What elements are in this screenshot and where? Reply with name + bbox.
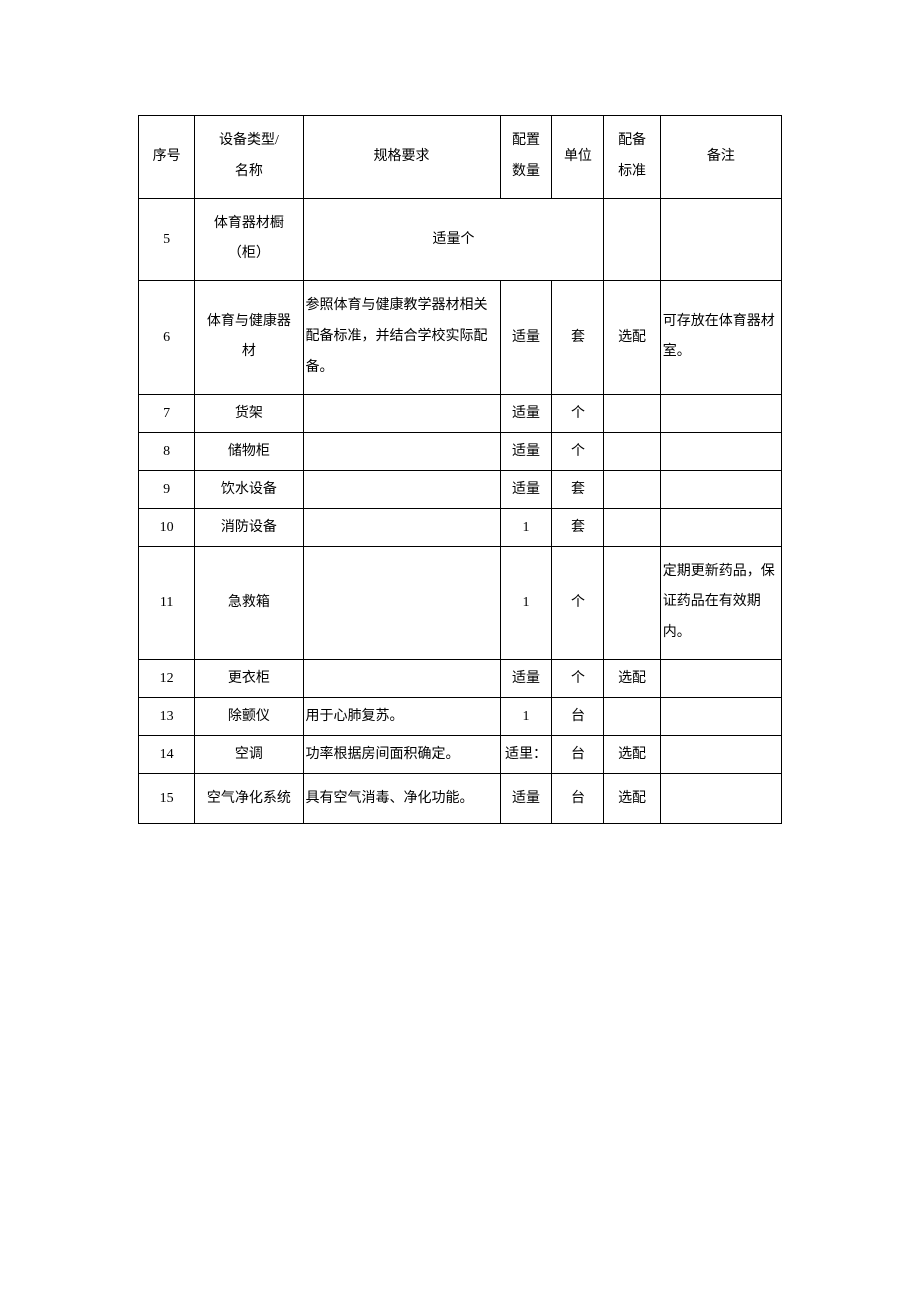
cell-qty: 适量 bbox=[500, 773, 552, 823]
cell-std bbox=[604, 470, 660, 508]
cell-qty: 适里： bbox=[500, 735, 552, 773]
cell-unit: 个 bbox=[552, 394, 604, 432]
table-row: 11 急救箱 1 个 定期更新药品，保证药品在有效期内。 bbox=[139, 546, 782, 659]
cell-unit: 个 bbox=[552, 546, 604, 659]
cell-unit: 台 bbox=[552, 735, 604, 773]
cell-std bbox=[604, 198, 660, 281]
cell-spec bbox=[303, 432, 500, 470]
cell-std: 选配 bbox=[604, 281, 660, 394]
cell-note bbox=[660, 432, 781, 470]
cell-note bbox=[660, 697, 781, 735]
cell-note bbox=[660, 735, 781, 773]
cell-name: 体育与健康器材 bbox=[195, 281, 303, 394]
cell-qty: 1 bbox=[500, 697, 552, 735]
cell-unit: 套 bbox=[552, 281, 604, 394]
cell-seq: 12 bbox=[139, 659, 195, 697]
table-row: 14 空调 功率根据房间面积确定。 适里： 台 选配 bbox=[139, 735, 782, 773]
cell-note bbox=[660, 659, 781, 697]
table-row: 13 除颤仪 用于心肺复苏。 1 台 bbox=[139, 697, 782, 735]
cell-note bbox=[660, 394, 781, 432]
table-row: 9 饮水设备 适量 套 bbox=[139, 470, 782, 508]
cell-spec: 功率根据房间面积确定。 bbox=[303, 735, 500, 773]
cell-name: 储物柜 bbox=[195, 432, 303, 470]
cell-std bbox=[604, 508, 660, 546]
header-seq: 序号 bbox=[139, 116, 195, 199]
cell-spec bbox=[303, 470, 500, 508]
cell-note bbox=[660, 773, 781, 823]
table-row: 12 更衣柜 适量 个 选配 bbox=[139, 659, 782, 697]
cell-std: 选配 bbox=[604, 773, 660, 823]
cell-qty: 适量 bbox=[500, 432, 552, 470]
cell-seq: 6 bbox=[139, 281, 195, 394]
cell-name: 空调 bbox=[195, 735, 303, 773]
table-row: 5 体育器材橱（柜） 适量个 bbox=[139, 198, 782, 281]
cell-note bbox=[660, 470, 781, 508]
cell-name: 空气净化系统 bbox=[195, 773, 303, 823]
cell-seq: 8 bbox=[139, 432, 195, 470]
cell-std bbox=[604, 697, 660, 735]
table-row: 8 储物柜 适量 个 bbox=[139, 432, 782, 470]
cell-qty: 适量 bbox=[500, 281, 552, 394]
cell-name: 除颤仪 bbox=[195, 697, 303, 735]
cell-qty: 1 bbox=[500, 546, 552, 659]
cell-std: 选配 bbox=[604, 735, 660, 773]
cell-seq: 5 bbox=[139, 198, 195, 281]
cell-seq: 14 bbox=[139, 735, 195, 773]
header-note: 备注 bbox=[660, 116, 781, 199]
cell-unit: 个 bbox=[552, 659, 604, 697]
cell-spec bbox=[303, 508, 500, 546]
cell-spec: 具有空气消毒、净化功能。 bbox=[303, 773, 500, 823]
equipment-table: 序号 设备类型/名称 规格要求 配置数量 单位 配备标准 备注 5 体育器材橱（… bbox=[138, 115, 782, 824]
cell-spec bbox=[303, 546, 500, 659]
document-page: 序号 设备类型/名称 规格要求 配置数量 单位 配备标准 备注 5 体育器材橱（… bbox=[0, 0, 920, 824]
cell-seq: 13 bbox=[139, 697, 195, 735]
header-spec: 规格要求 bbox=[303, 116, 500, 199]
cell-note: 定期更新药品，保证药品在有效期内。 bbox=[660, 546, 781, 659]
cell-std: 选配 bbox=[604, 659, 660, 697]
table-row: 6 体育与健康器材 参照体育与健康教学器材相关配备标准，并结合学校实际配备。 适… bbox=[139, 281, 782, 394]
table-row: 10 消防设备 1 套 bbox=[139, 508, 782, 546]
cell-name: 急救箱 bbox=[195, 546, 303, 659]
cell-spec: 参照体育与健康教学器材相关配备标准，并结合学校实际配备。 bbox=[303, 281, 500, 394]
table-row: 7 货架 适量 个 bbox=[139, 394, 782, 432]
cell-qty: 1 bbox=[500, 508, 552, 546]
cell-name: 体育器材橱（柜） bbox=[195, 198, 303, 281]
header-std: 配备标准 bbox=[604, 116, 660, 199]
cell-note bbox=[660, 198, 781, 281]
cell-note: 可存放在体育器材室。 bbox=[660, 281, 781, 394]
table-row: 15 空气净化系统 具有空气消毒、净化功能。 适量 台 选配 bbox=[139, 773, 782, 823]
cell-spec bbox=[303, 394, 500, 432]
cell-name: 货架 bbox=[195, 394, 303, 432]
header-qty: 配置数量 bbox=[500, 116, 552, 199]
cell-seq: 10 bbox=[139, 508, 195, 546]
cell-seq: 15 bbox=[139, 773, 195, 823]
cell-qty: 适量 bbox=[500, 394, 552, 432]
cell-qty: 适量 bbox=[500, 470, 552, 508]
header-name: 设备类型/名称 bbox=[195, 116, 303, 199]
cell-std bbox=[604, 394, 660, 432]
cell-name: 更衣柜 bbox=[195, 659, 303, 697]
cell-name: 消防设备 bbox=[195, 508, 303, 546]
cell-unit: 台 bbox=[552, 697, 604, 735]
cell-unit: 个 bbox=[552, 432, 604, 470]
cell-spec: 用于心肺复苏。 bbox=[303, 697, 500, 735]
cell-seq: 7 bbox=[139, 394, 195, 432]
cell-merged-qty: 适量个 bbox=[303, 198, 604, 281]
cell-seq: 11 bbox=[139, 546, 195, 659]
cell-std bbox=[604, 546, 660, 659]
cell-unit: 套 bbox=[552, 470, 604, 508]
cell-unit: 台 bbox=[552, 773, 604, 823]
cell-std bbox=[604, 432, 660, 470]
cell-seq: 9 bbox=[139, 470, 195, 508]
cell-qty: 适量 bbox=[500, 659, 552, 697]
cell-unit: 套 bbox=[552, 508, 604, 546]
cell-note bbox=[660, 508, 781, 546]
cell-spec bbox=[303, 659, 500, 697]
header-unit: 单位 bbox=[552, 116, 604, 199]
cell-name: 饮水设备 bbox=[195, 470, 303, 508]
table-header-row: 序号 设备类型/名称 规格要求 配置数量 单位 配备标准 备注 bbox=[139, 116, 782, 199]
